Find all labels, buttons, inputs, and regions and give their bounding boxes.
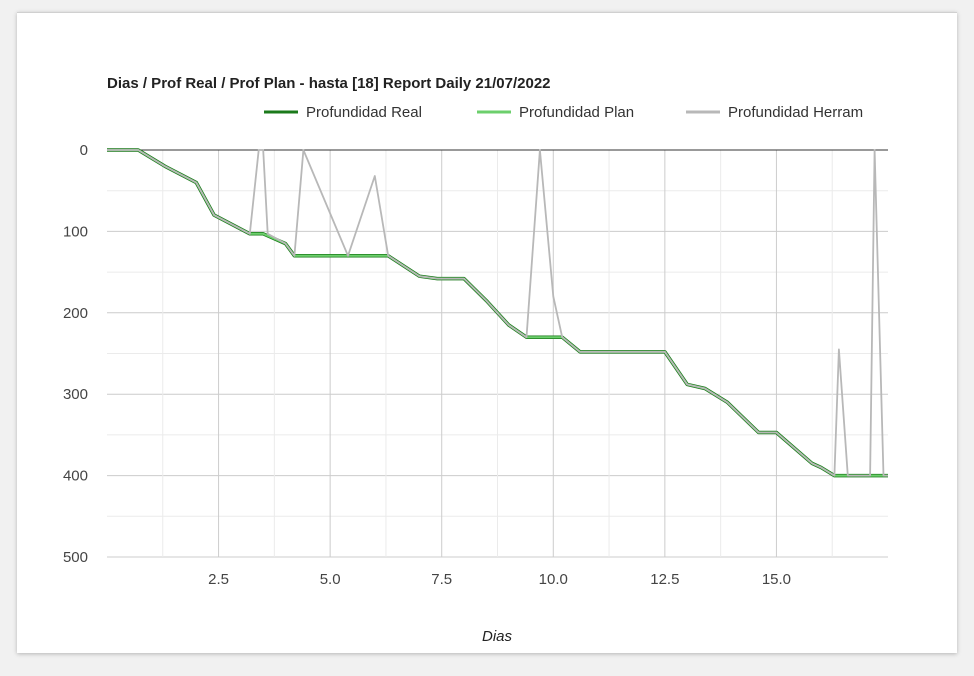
legend-label-real: Profundidad Real xyxy=(306,104,422,121)
x-tick-label: 10.0 xyxy=(539,571,568,588)
x-tick-label: 2.5 xyxy=(208,571,229,588)
chart-card xyxy=(17,12,957,653)
y-tick-label: 500 xyxy=(63,549,88,566)
x-tick-label: 7.5 xyxy=(431,571,452,588)
y-tick-label: 200 xyxy=(63,305,88,322)
grid-lines xyxy=(107,150,888,558)
x-tick-label: 5.0 xyxy=(320,571,341,588)
y-tick-label: 400 xyxy=(63,468,88,485)
y-tick-label: 100 xyxy=(63,223,88,240)
series-line-herram xyxy=(107,149,888,477)
series-lines xyxy=(107,148,888,478)
x-tick-label: 15.0 xyxy=(762,571,791,588)
y-tick-label: 0 xyxy=(80,142,88,159)
tick-labels: 0 100 200 300 400 500 2.5 5.0 7.5 10.0 12.5 15.0 xyxy=(63,142,791,588)
x-tick-label: 12.5 xyxy=(650,571,679,588)
legend[interactable]: Profundidad Real Profundidad Plan Profun… xyxy=(264,104,863,121)
chart-title: Dias / Prof Real / Prof Plan - hasta [18… xyxy=(107,75,551,92)
legend-label-plan: Profundidad Plan xyxy=(519,104,634,121)
legend-label-herram: Profundidad Herram xyxy=(728,104,863,121)
x-axis-label: Dias xyxy=(482,628,513,645)
y-tick-label: 300 xyxy=(63,386,88,403)
